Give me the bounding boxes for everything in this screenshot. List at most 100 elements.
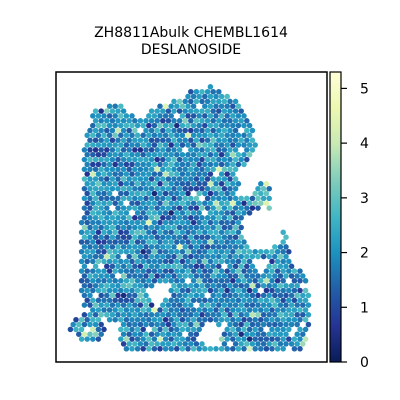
spot xyxy=(230,122,236,129)
spot xyxy=(148,273,155,279)
spot xyxy=(244,118,250,124)
spot xyxy=(123,171,130,177)
spot xyxy=(238,282,244,289)
spot xyxy=(210,166,216,173)
spot xyxy=(176,195,183,202)
spot xyxy=(115,176,121,182)
spot xyxy=(210,215,216,221)
spot xyxy=(160,302,166,308)
spot xyxy=(244,244,250,250)
spot xyxy=(252,278,258,284)
spot xyxy=(232,224,239,231)
spot xyxy=(266,312,272,318)
colorbar-tick-label: 5 xyxy=(360,81,369,97)
spot xyxy=(98,118,104,124)
spot xyxy=(224,200,230,206)
spot xyxy=(115,312,121,318)
spot xyxy=(95,268,102,274)
spot xyxy=(151,151,158,158)
spot xyxy=(174,307,180,313)
spot xyxy=(204,244,211,250)
spot xyxy=(123,113,130,119)
chart-title-line-1: ZH8811Abulk CHEMBL1614 xyxy=(94,25,288,41)
spot xyxy=(286,248,292,255)
spot xyxy=(171,156,177,163)
spot xyxy=(210,127,216,134)
spot xyxy=(174,258,180,265)
spot xyxy=(129,200,135,206)
spot xyxy=(115,263,121,270)
spot xyxy=(235,229,242,236)
spot xyxy=(140,287,146,294)
spot xyxy=(260,341,267,347)
spot xyxy=(305,312,312,318)
spot xyxy=(227,118,233,124)
spot xyxy=(90,268,96,274)
spot xyxy=(162,103,169,109)
spot xyxy=(204,224,211,231)
spot xyxy=(199,234,205,240)
spot xyxy=(90,113,96,119)
spot xyxy=(134,326,141,333)
spot xyxy=(179,239,186,245)
spot xyxy=(98,331,104,337)
spot xyxy=(162,326,169,333)
spot xyxy=(302,326,309,333)
spot xyxy=(258,326,264,333)
spot xyxy=(90,307,96,313)
spot xyxy=(123,181,130,187)
spot xyxy=(190,200,197,206)
spot xyxy=(137,234,144,240)
spot xyxy=(224,307,230,313)
spot xyxy=(246,142,253,148)
spot xyxy=(154,195,160,202)
spot xyxy=(272,302,278,308)
spot xyxy=(118,326,124,333)
spot xyxy=(224,132,230,139)
spot xyxy=(207,307,214,313)
spot xyxy=(168,307,174,313)
spot xyxy=(129,297,135,304)
spot xyxy=(260,282,267,289)
spot xyxy=(143,185,149,192)
spot xyxy=(179,103,186,109)
spot xyxy=(179,181,186,187)
spot xyxy=(283,282,289,289)
spot xyxy=(118,336,124,342)
spot xyxy=(165,166,172,173)
spot xyxy=(238,331,244,337)
spot xyxy=(188,273,194,279)
spot xyxy=(157,181,163,187)
spot xyxy=(112,122,118,129)
spot xyxy=(106,200,113,206)
spot xyxy=(190,278,197,284)
spot xyxy=(171,331,177,337)
spot xyxy=(95,132,102,139)
spot xyxy=(241,122,247,129)
spot xyxy=(213,219,219,226)
spot xyxy=(84,190,90,197)
spot xyxy=(185,258,191,265)
spot xyxy=(246,268,253,274)
spot xyxy=(154,224,160,231)
spot xyxy=(171,302,177,308)
spot xyxy=(129,248,135,255)
spot xyxy=(210,118,216,124)
spot xyxy=(196,307,202,313)
spot xyxy=(160,244,166,250)
spot xyxy=(193,118,200,124)
spot xyxy=(232,341,239,347)
spot xyxy=(165,341,172,347)
spot xyxy=(140,297,146,304)
spot xyxy=(196,229,202,236)
spot xyxy=(188,176,194,182)
spot xyxy=(160,108,166,114)
spot xyxy=(162,316,169,323)
spot xyxy=(207,268,214,274)
spot xyxy=(132,263,138,270)
spot xyxy=(98,244,104,250)
spot xyxy=(78,316,85,323)
spot xyxy=(109,137,116,143)
spot xyxy=(224,287,230,294)
